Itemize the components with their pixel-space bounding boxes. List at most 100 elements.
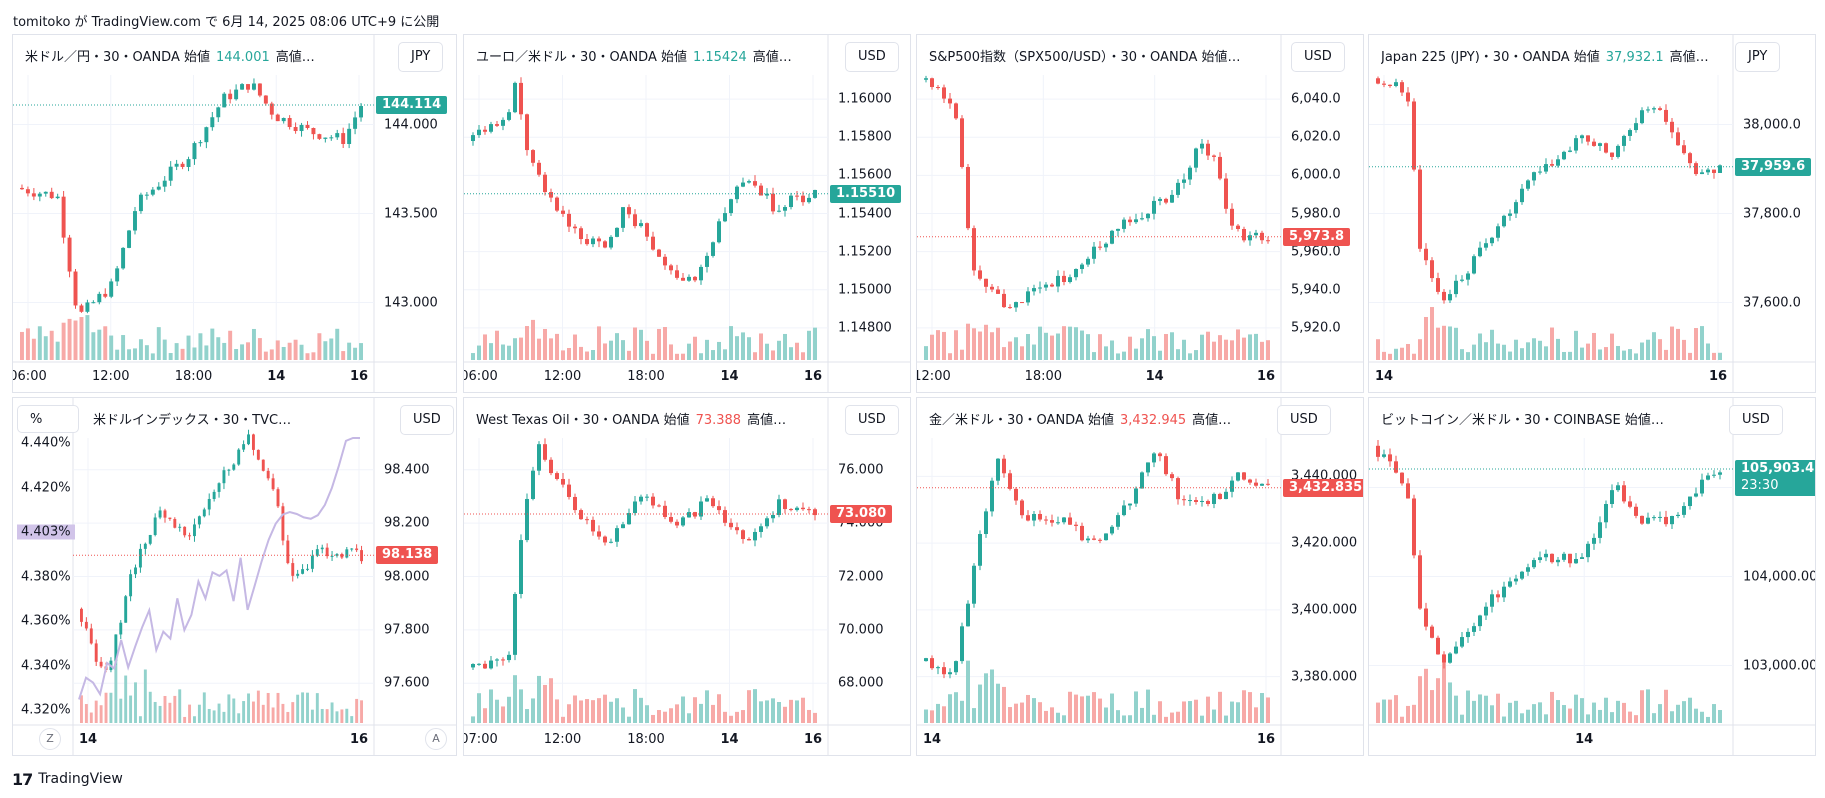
- candle-body: [984, 278, 988, 287]
- volume-bar: [513, 675, 517, 723]
- candle-body: [1014, 488, 1018, 501]
- auto-scale-toggle[interactable]: Z: [39, 728, 61, 750]
- chart-canvas[interactable]: [13, 35, 456, 392]
- volume-bar: [1152, 336, 1156, 360]
- chart-panel-jp225[interactable]: Japan 225 (JPY)・30・OANDA 始値 37,932.1 高値… J…: [1368, 34, 1816, 393]
- currency-button[interactable]: USD: [845, 405, 899, 435]
- currency-button[interactable]: USD: [400, 405, 454, 435]
- volume-bar: [31, 338, 36, 360]
- candle-body: [495, 124, 499, 126]
- volume-bar: [1032, 698, 1036, 723]
- volume-bar: [1382, 351, 1386, 360]
- candle-body: [114, 634, 118, 661]
- volume-bar: [291, 702, 295, 723]
- chart-canvas[interactable]: [917, 398, 1363, 755]
- candle-body: [795, 507, 799, 511]
- candle-body: [192, 143, 197, 160]
- candle-body: [186, 159, 191, 167]
- volume-bar: [1580, 347, 1584, 360]
- chart-canvas[interactable]: [464, 35, 910, 392]
- symbol-title[interactable]: ユーロ／米ドル・30・OANDA 始値 1.15424 高値…: [476, 50, 792, 65]
- volume-bar: [91, 332, 96, 360]
- candle-body: [119, 622, 123, 635]
- volume-bar: [115, 349, 120, 360]
- candle-body: [1260, 483, 1264, 486]
- candle-body: [669, 516, 673, 522]
- candle-body: [699, 501, 703, 517]
- candle-body: [1152, 453, 1156, 463]
- candle-body: [525, 114, 529, 151]
- volume-bar: [573, 334, 577, 360]
- candle-body: [1206, 500, 1210, 504]
- candle-body: [266, 470, 270, 479]
- volume-bar: [359, 343, 363, 360]
- volume-bar: [948, 353, 952, 360]
- candle-body: [765, 193, 769, 196]
- volume-bar: [1176, 711, 1180, 723]
- chart-canvas[interactable]: [13, 398, 456, 755]
- symbol-title[interactable]: West Texas Oil・30・OANDA 始値 73.388 高値…: [476, 413, 787, 428]
- candle-body: [1508, 213, 1512, 216]
- volume-bar: [317, 333, 322, 360]
- volume-bar: [301, 692, 305, 723]
- volume-bar: [645, 705, 649, 723]
- symbol-title[interactable]: Japan 225 (JPY)・30・OANDA 始値 37,932.1 高値…: [1381, 50, 1709, 65]
- tradingview-logo[interactable]: 17 TradingView: [12, 769, 123, 789]
- candle-body: [1062, 275, 1066, 283]
- chart-panel-eurusd[interactable]: ユーロ／米ドル・30・OANDA 始値 1.15424 高値… USD 1.1600…: [463, 34, 911, 393]
- candle-body: [1604, 143, 1608, 153]
- chart-canvas[interactable]: [464, 398, 910, 755]
- chart-panel-dxy[interactable]: % 米ドルインデックス・30・TVC… USD Z A 98.400 98.200…: [12, 397, 457, 756]
- last-price-value: 73.080: [836, 506, 887, 522]
- candle-body: [89, 628, 93, 644]
- currency-button[interactable]: USD: [1291, 42, 1345, 72]
- volume-bar: [1230, 701, 1234, 723]
- currency-button[interactable]: JPY: [1735, 42, 1781, 72]
- volume-bar: [1134, 348, 1138, 360]
- chart-panel-wti[interactable]: West Texas Oil・30・OANDA 始値 73.388 高値… USD …: [463, 397, 911, 756]
- volume-bar: [525, 709, 529, 723]
- candle-body: [1592, 141, 1596, 146]
- price-axis-tick: 103,000.00: [1743, 658, 1816, 673]
- currency-button[interactable]: USD: [845, 42, 899, 72]
- candle-body: [317, 134, 322, 139]
- price-axis-tick: 104,000.00: [1743, 569, 1816, 584]
- candle-body: [1430, 260, 1434, 279]
- volume-bar: [633, 689, 637, 723]
- currency-button[interactable]: USD: [1277, 405, 1331, 435]
- candle-body: [1424, 608, 1428, 627]
- volume-bar: [94, 700, 98, 723]
- symbol-title[interactable]: 金／米ドル・30・OANDA 始値 3,432.945 高値…: [929, 413, 1232, 428]
- percent-scale-button[interactable]: %: [17, 405, 79, 433]
- chart-canvas[interactable]: [917, 35, 1363, 392]
- volume-bar: [89, 712, 93, 723]
- candle-body: [1400, 472, 1404, 484]
- volume-bar: [1400, 347, 1404, 360]
- chart-canvas[interactable]: [1369, 35, 1815, 392]
- volume-bar: [335, 711, 339, 723]
- chart-canvas[interactable]: [1369, 398, 1815, 755]
- auto-scale-toggle-right[interactable]: A: [425, 728, 447, 750]
- candle-body: [1002, 458, 1006, 474]
- candle-body: [1098, 246, 1102, 248]
- volume-bar: [79, 317, 84, 360]
- candle-body: [1038, 287, 1042, 289]
- volume-bar: [1200, 334, 1204, 360]
- chart-panel-btcusd[interactable]: ビットコイン／米ドル・30・COINBASE 始値… USD 105,000.0…: [1368, 397, 1816, 756]
- symbol-title[interactable]: ビットコイン／米ドル・30・COINBASE 始値…: [1381, 413, 1664, 428]
- volume-bar: [168, 702, 172, 723]
- candle-body: [543, 444, 547, 460]
- symbol-title[interactable]: 米ドルインデックス・30・TVC…: [93, 413, 292, 428]
- currency-button[interactable]: JPY: [398, 42, 444, 72]
- volume-bar: [251, 328, 256, 360]
- symbol-title[interactable]: 米ドル／円・30・OANDA 始値 144.001 高値…: [25, 50, 315, 65]
- chart-panel-spx500[interactable]: S&P500指数（SPX500/USD）・30・OANDA 始値… USD 6,…: [916, 34, 1364, 393]
- candle-body: [1616, 145, 1620, 157]
- candle-body: [1406, 483, 1410, 499]
- chart-panel-gold[interactable]: 金／米ドル・30・OANDA 始値 3,432.945 高値… USD 3,440.…: [916, 397, 1364, 756]
- candle-body: [729, 522, 733, 528]
- currency-button[interactable]: USD: [1729, 405, 1783, 435]
- symbol-title[interactable]: S&P500指数（SPX500/USD）・30・OANDA 始値…: [929, 50, 1241, 65]
- volume-bar: [513, 338, 517, 360]
- chart-panel-usdjpy[interactable]: 米ドル／円・30・OANDA 始値 144.001 高値… JPY 144.000 1…: [12, 34, 457, 393]
